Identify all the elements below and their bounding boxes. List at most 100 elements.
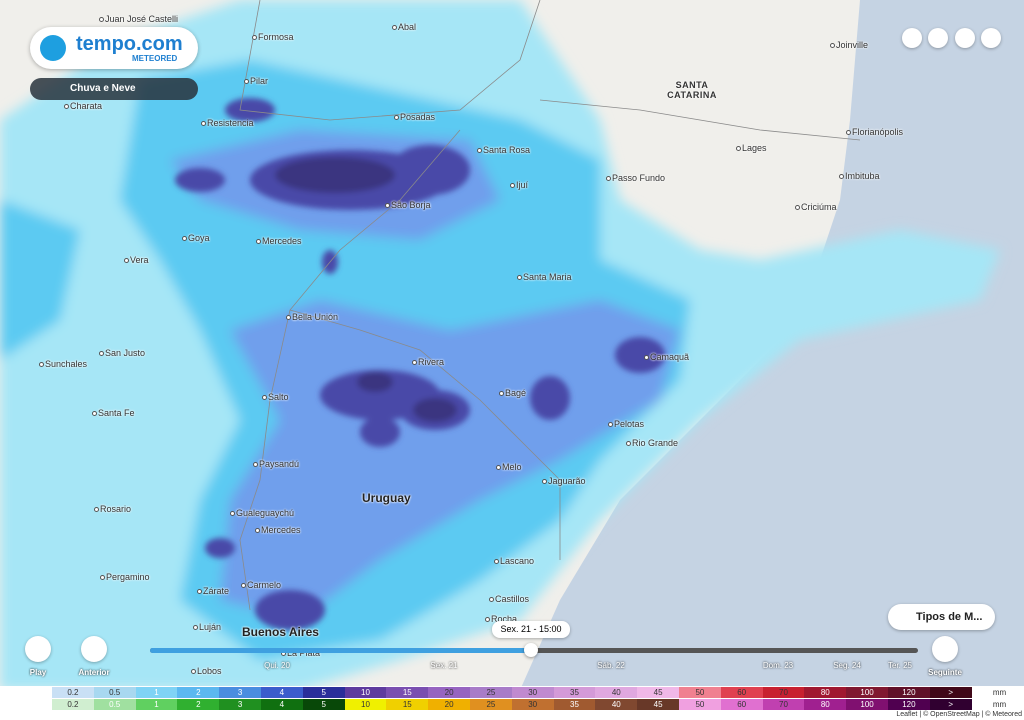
legend-cell: 120 — [888, 687, 930, 698]
place-label: Florianópolis — [845, 127, 904, 137]
place-label: Rivera — [411, 357, 445, 367]
legend-cell: 80 — [804, 687, 847, 698]
legend-cell: 30 — [511, 699, 554, 710]
day-label: Sáb. 22 — [597, 661, 625, 670]
legend-cell: 120 — [888, 699, 930, 710]
legend-cell: 10 — [344, 687, 387, 698]
logo-sub: METEORED — [132, 54, 178, 63]
place-label: Santa Rosa — [476, 145, 531, 155]
place-label: Bagé — [498, 388, 527, 398]
map-control[interactable] — [981, 28, 1001, 48]
legend-cell: 1 — [135, 687, 178, 698]
place-label: Santa Fe — [92, 408, 135, 418]
legend-cell: 0.5 — [93, 699, 136, 710]
legend-cell: 100 — [846, 687, 888, 698]
map-control[interactable] — [902, 28, 922, 48]
day-label: Qui. 20 — [264, 661, 290, 670]
legend-cell: 5 — [302, 699, 345, 710]
legend-cell: 35 — [553, 687, 596, 698]
legend-cell: 15 — [386, 687, 429, 698]
legend-cell: 4 — [261, 699, 303, 710]
place-label: Paysandú — [252, 459, 300, 469]
legend-cell: 4 — [261, 687, 303, 698]
legend-cell: 20 — [428, 699, 470, 710]
place-label: Criciúma — [795, 202, 837, 212]
place-label: Passo Fundo — [605, 173, 666, 183]
place-label: Rosario — [93, 504, 132, 514]
legend-cell: 20 — [428, 687, 470, 698]
place-label: Formosa — [252, 32, 294, 42]
place-label: Charata — [63, 101, 103, 111]
legend-cell: 0.2 — [52, 687, 94, 698]
heavy-precipitation — [175, 98, 665, 630]
legend-unit: mm — [992, 688, 1007, 697]
legend-cell: 0.2 — [52, 699, 94, 710]
place-label: Uruguay — [362, 491, 411, 505]
legend-cell: 40 — [595, 699, 638, 710]
place-label: Pelotas — [607, 419, 645, 429]
place-label: Ijuí — [509, 180, 529, 190]
place-label: Santa Maria — [517, 272, 572, 282]
place-label: Melo — [496, 462, 522, 472]
legend-cell: 15 — [386, 699, 429, 710]
attribution: Leaflet | © OpenStreetMap | © Meteored — [896, 711, 1022, 718]
legend-cell: 70 — [762, 687, 805, 698]
place-label: Castillos — [488, 594, 530, 604]
place-label: Resistencia — [201, 118, 254, 128]
layers-button[interactable]: Tipos de M... — [888, 604, 995, 630]
day-label: Sex. 21 — [430, 661, 458, 670]
map-control[interactable] — [928, 28, 948, 48]
place-label: Buenos Aires — [242, 625, 319, 639]
place-label: Salto — [262, 392, 289, 402]
legend-cell: 1 — [135, 699, 178, 710]
place-label: Goya — [182, 233, 210, 243]
legend-cell: 30 — [511, 687, 554, 698]
place-label: Camaquã — [643, 352, 690, 362]
place-label: Lages — [736, 143, 767, 153]
place-label: São Borja — [385, 200, 431, 210]
place-label: San Justo — [98, 348, 146, 358]
place-label: Mercedes — [256, 236, 302, 246]
place-label: Bella Unión — [285, 312, 339, 322]
button-label: Seguinte — [928, 668, 962, 677]
map-control[interactable] — [955, 28, 975, 48]
timeline-knob[interactable] — [524, 643, 538, 657]
legend-cell: 0.5 — [93, 687, 136, 698]
place-label: Vera — [124, 255, 149, 265]
timeline-progress — [150, 648, 531, 653]
logo-text: tempo.com — [76, 33, 183, 55]
place-label: Abal — [391, 22, 417, 32]
place-label: Posadas — [393, 112, 436, 122]
timeline-button[interactable] — [25, 636, 51, 662]
legend-cell: 3 — [219, 699, 261, 710]
layer-button[interactable]: Chuva e Neve — [30, 78, 198, 100]
legend-cell: 100 — [846, 699, 888, 710]
day-label: Ter. 25 — [887, 661, 912, 670]
legend-cell: 70 — [762, 699, 805, 710]
place-label: Mercedes — [255, 525, 301, 535]
legend-cell: 60 — [720, 687, 763, 698]
place-label: Joinville — [829, 40, 869, 50]
logo[interactable]: tempo.com METEORED — [30, 27, 198, 69]
legend-cell: 2 — [177, 699, 220, 710]
place-label: Pergamino — [100, 572, 150, 582]
sea — [520, 0, 1024, 690]
timeline-current: Sex. 21 - 15:00 — [492, 621, 570, 638]
timeline-button[interactable] — [932, 636, 958, 662]
legend-cell: 25 — [470, 687, 512, 698]
place-label: Carmelo — [240, 580, 282, 590]
place-label: Jaguarão — [542, 476, 586, 486]
place-label: Pilar — [243, 76, 269, 86]
legend-cell: 50 — [679, 687, 721, 698]
button-label: Play — [29, 668, 47, 677]
place-label: Zárate — [196, 586, 230, 596]
place-label: Juan José Castelli — [98, 14, 179, 24]
place-label: Luján — [192, 622, 222, 632]
place-label: Lobos — [191, 666, 222, 676]
place-label: Rocha — [484, 614, 518, 624]
timeline-button[interactable] — [81, 636, 107, 662]
legend-cell: 80 — [804, 699, 847, 710]
legend-cell: > — [929, 687, 972, 698]
